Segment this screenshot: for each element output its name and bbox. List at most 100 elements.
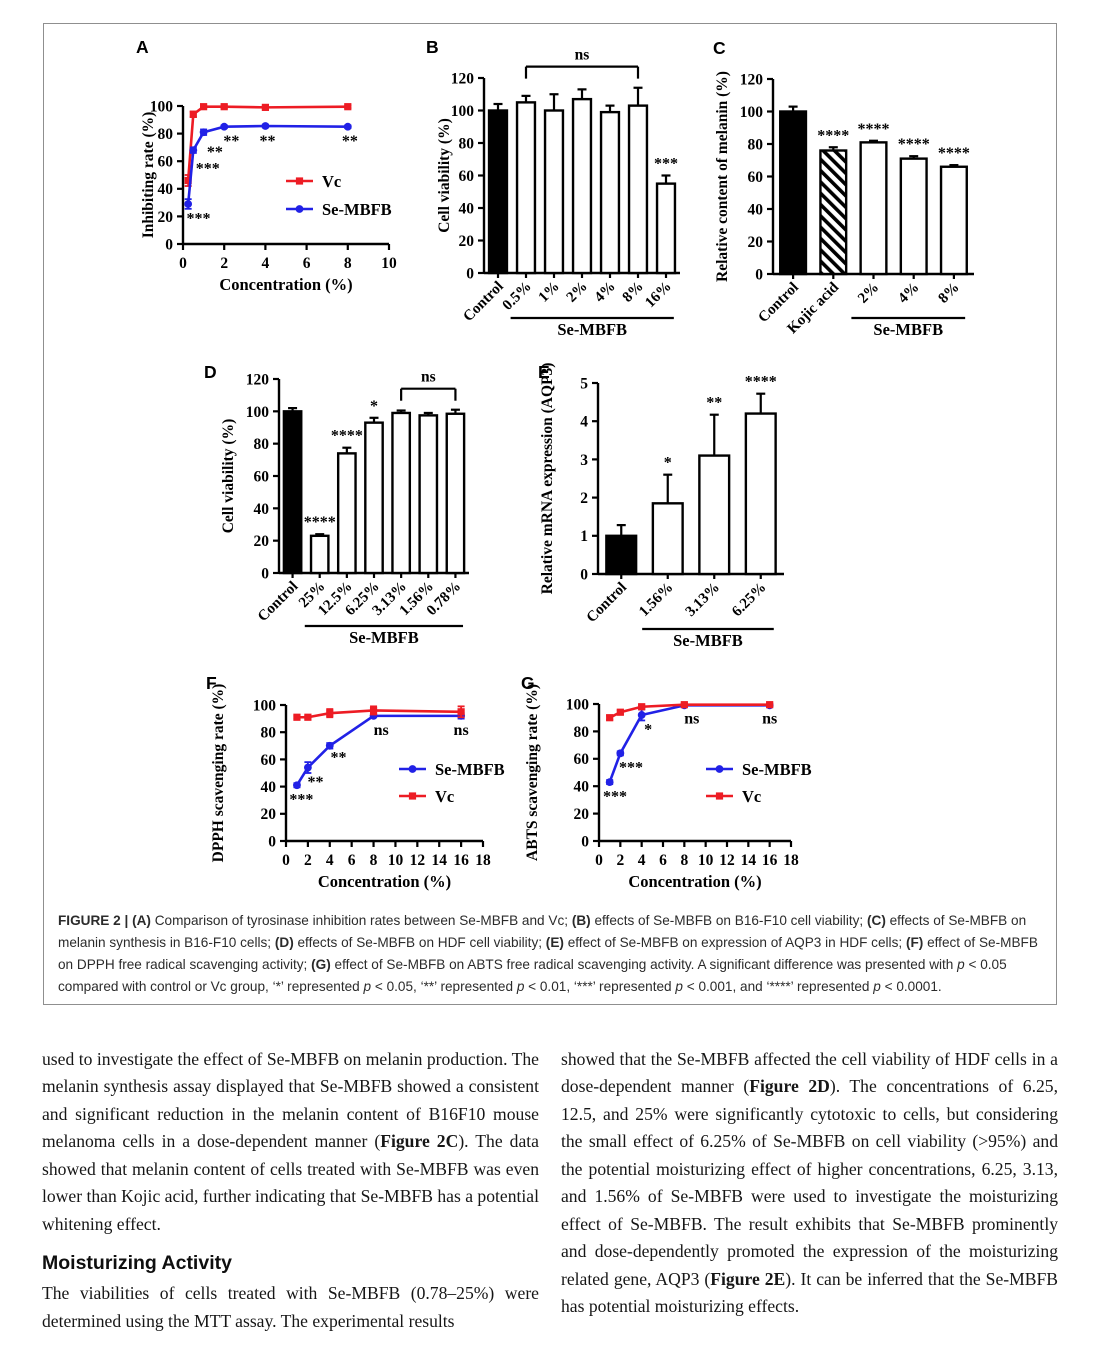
y-tick-label: 20 (748, 234, 764, 251)
bar (698, 454, 731, 576)
x-tick-label: 6 (348, 852, 356, 869)
y-tick-label: 80 (254, 436, 270, 453)
bar (651, 502, 684, 576)
category-label: 0.5% (500, 279, 535, 314)
y-tick-label: 60 (748, 169, 764, 186)
y-tick-label: 40 (748, 201, 764, 218)
significance-label: *** (186, 210, 210, 227)
significance-label: **** (304, 514, 336, 531)
circle-marker (189, 146, 198, 155)
bar (627, 104, 649, 275)
bar (515, 101, 537, 275)
y-tick-label: 0 (165, 236, 173, 253)
figure-caption: FIGURE 2 | (A) Comparison of tyrosinase … (58, 913, 1038, 995)
square-marker (293, 713, 301, 721)
series-se-mbfb (184, 122, 352, 210)
x-tick-label: 4 (638, 852, 646, 869)
group-label: Se-MBFB (510, 316, 674, 339)
bar (599, 110, 621, 275)
x-tick-label: 2 (220, 255, 228, 272)
group-name: Se-MBFB (873, 320, 943, 339)
bar (391, 411, 412, 575)
y-axis-title: Relative mRNA expression (AQP3) (539, 363, 556, 595)
series-line (186, 105, 348, 181)
category-label: 1% (536, 279, 563, 306)
y-tick-label: 100 (740, 104, 764, 121)
square-marker (220, 103, 228, 111)
significance-label: ns (684, 710, 699, 727)
y-tick-label: 40 (261, 779, 277, 796)
ns-bracket: ns (400, 369, 457, 401)
series-vc (293, 705, 465, 721)
x-tick-label: 18 (783, 852, 799, 869)
legend-label: Se-MBFB (742, 760, 812, 779)
group-label: Se-MBFB (304, 624, 464, 647)
square-marker (304, 713, 312, 721)
panel-letter: A (136, 37, 149, 57)
x-tick-label: 8 (344, 255, 352, 272)
y-tick-label: 120 (740, 71, 764, 88)
y-tick-label: 0 (261, 565, 269, 582)
significance-label: * (664, 455, 672, 472)
bars (779, 110, 968, 276)
y-tick-label: 60 (574, 751, 590, 768)
bar (543, 109, 565, 275)
significance-label: ** (308, 774, 324, 791)
ns-bracket: ns (524, 47, 640, 79)
y-tick-label: 60 (254, 468, 270, 485)
circle-marker (261, 122, 270, 130)
bar (487, 109, 509, 275)
circle-marker (408, 765, 417, 773)
bar (779, 110, 808, 276)
square-marker (638, 703, 646, 711)
series-line (186, 124, 348, 205)
y-tick-label: 40 (158, 181, 174, 198)
bar (418, 414, 439, 575)
right-column: showed that the Se-MBFB affected the cel… (561, 1046, 1058, 1335)
y-tick-label: 60 (261, 752, 277, 769)
significance-label: ns (374, 722, 389, 739)
y-tick-label: 0 (581, 833, 589, 850)
y-tick-label: 100 (451, 103, 475, 120)
x-axis-title: Concentration (%) (219, 275, 352, 294)
legend-label: Se-MBFB (322, 200, 392, 219)
x-tick-label: 12 (410, 852, 426, 869)
square-marker (369, 706, 378, 715)
paragraph: The viabilities of cells treated with Se… (42, 1283, 539, 1331)
y-tick-label: 80 (574, 724, 590, 741)
x-tick-label: 18 (475, 852, 491, 869)
square-marker (189, 110, 197, 118)
y-tick-label: 2 (580, 490, 588, 507)
square-marker (200, 103, 208, 111)
x-tick-label: 10 (698, 852, 714, 869)
y-tick-label: 100 (246, 404, 270, 421)
y-axis-title: Cell viability (%) (220, 419, 237, 534)
panel-letter: F (206, 673, 217, 693)
ns-label: ns (421, 369, 436, 386)
legend: Se-MBFB Vc (399, 760, 505, 806)
x-tick-label: 4 (326, 852, 334, 869)
y-tick-label: 80 (261, 725, 277, 742)
y-tick-label: 40 (459, 200, 475, 217)
panel-letter: G (521, 673, 535, 693)
category-label: 4% (592, 279, 619, 306)
square-marker (326, 709, 334, 717)
significance-label: ** (706, 395, 722, 412)
circle-marker (616, 749, 625, 758)
panel-c-chart: C 0 20 40 60 80 100 120 Relative content of mela… (713, 38, 974, 339)
category-label: 2% (564, 279, 591, 306)
category-label: 16% (642, 279, 675, 312)
circle-marker (199, 128, 208, 137)
axes (177, 104, 389, 246)
significance-label: *** (619, 760, 643, 777)
figure-2-box: FIGURE 2 | (A) Comparison of tyrosinase … (43, 23, 1057, 1005)
panel-letter: C (713, 38, 726, 58)
y-tick-label: 60 (158, 154, 174, 171)
y-tick-label: 40 (254, 501, 270, 518)
circle-marker (715, 765, 724, 773)
y-tick-label: 1 (580, 528, 588, 545)
x-tick-label: 10 (381, 255, 397, 272)
